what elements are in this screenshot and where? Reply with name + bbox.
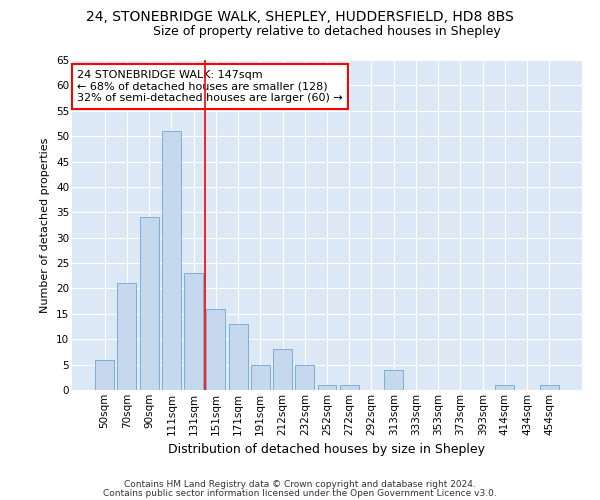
Bar: [251, 364, 270, 390]
X-axis label: Distribution of detached houses by size in Shepley: Distribution of detached houses by size …: [169, 443, 485, 456]
Y-axis label: Number of detached properties: Number of detached properties: [40, 138, 50, 312]
Bar: [95, 360, 114, 390]
Title: Size of property relative to detached houses in Shepley: Size of property relative to detached ho…: [153, 25, 501, 38]
Text: Contains HM Land Registry data © Crown copyright and database right 2024.: Contains HM Land Registry data © Crown c…: [124, 480, 476, 489]
Text: 24, STONEBRIDGE WALK, SHEPLEY, HUDDERSFIELD, HD8 8BS: 24, STONEBRIDGE WALK, SHEPLEY, HUDDERSFI…: [86, 10, 514, 24]
Bar: [118, 284, 136, 390]
Bar: [140, 218, 158, 390]
Bar: [295, 364, 314, 390]
Text: Contains public sector information licensed under the Open Government Licence v3: Contains public sector information licen…: [103, 488, 497, 498]
Text: 24 STONEBRIDGE WALK: 147sqm
← 68% of detached houses are smaller (128)
32% of se: 24 STONEBRIDGE WALK: 147sqm ← 68% of det…: [77, 70, 343, 103]
Bar: [384, 370, 403, 390]
Bar: [540, 385, 559, 390]
Bar: [273, 350, 292, 390]
Bar: [496, 385, 514, 390]
Bar: [162, 131, 181, 390]
Bar: [184, 273, 203, 390]
Bar: [317, 385, 337, 390]
Bar: [229, 324, 248, 390]
Bar: [206, 309, 225, 390]
Bar: [340, 385, 359, 390]
